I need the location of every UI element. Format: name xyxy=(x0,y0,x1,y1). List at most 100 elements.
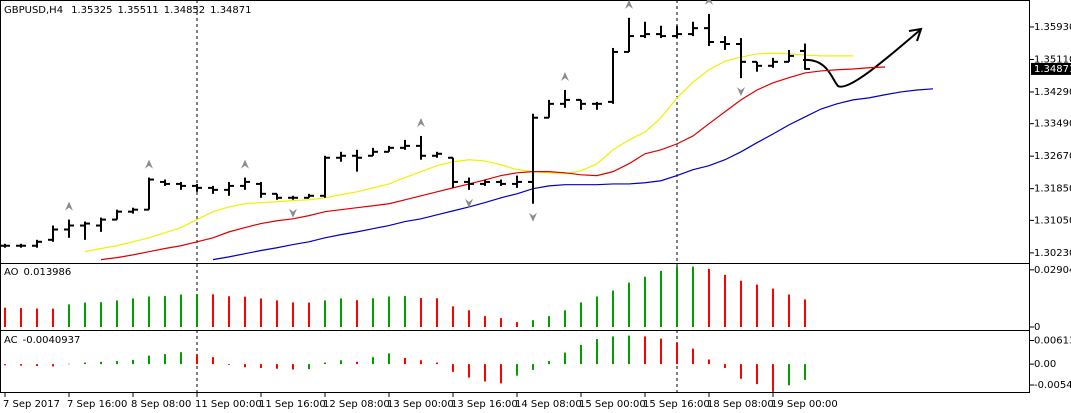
histogram-bar xyxy=(244,296,246,327)
moving-average xyxy=(84,52,853,253)
fractal-up xyxy=(417,117,425,127)
x-tick-label: 13 Sep 16:00 xyxy=(451,399,518,410)
y-tick-label: 1.34290 xyxy=(1034,87,1071,98)
histogram-bar xyxy=(708,268,710,327)
histogram-bar xyxy=(676,342,678,365)
histogram-bar xyxy=(388,296,390,327)
histogram-bar xyxy=(68,363,70,365)
histogram-bar xyxy=(420,360,422,365)
histogram-bar xyxy=(244,364,246,368)
histogram-bar xyxy=(580,344,582,365)
histogram-bar xyxy=(724,274,726,327)
histogram-bar xyxy=(500,318,502,327)
plot-frame xyxy=(0,0,1030,393)
histogram-bar xyxy=(596,339,598,365)
histogram-bar xyxy=(564,310,566,327)
chart-header: GBPUSD,H4 1.35325 1.35511 1.34852 1.34871 xyxy=(4,5,252,16)
histogram-bar xyxy=(772,288,774,327)
y-tick-label: 1.32670 xyxy=(1034,151,1071,162)
histogram-bar xyxy=(324,300,326,327)
histogram-bar xyxy=(356,361,358,365)
histogram-bar xyxy=(36,308,38,327)
histogram-bar xyxy=(580,302,582,327)
open: 1.35325 xyxy=(71,5,112,16)
histogram-bar xyxy=(420,298,422,327)
histogram-bar xyxy=(228,364,230,365)
histogram-bar xyxy=(740,364,742,379)
histogram-bar xyxy=(100,361,102,365)
histogram-bar xyxy=(196,354,198,365)
histogram-bar xyxy=(516,322,518,327)
histogram-bar xyxy=(20,364,22,366)
histogram-bar xyxy=(180,294,182,327)
histogram-bar xyxy=(692,348,694,365)
fractal-up xyxy=(561,71,569,81)
histogram-bar xyxy=(644,336,646,365)
fractal-down xyxy=(737,87,745,97)
x-tick-label: 12 Sep 08:00 xyxy=(323,399,390,410)
x-tick-label: 15 Sep 16:00 xyxy=(643,399,710,410)
histogram-bar xyxy=(36,364,38,367)
histogram-bar xyxy=(692,266,694,327)
histogram-bar xyxy=(612,336,614,365)
moving-average xyxy=(212,88,934,261)
fractal-up xyxy=(65,201,73,211)
histogram-bar xyxy=(436,298,438,327)
histogram-bar xyxy=(148,296,150,327)
y-tick-label: 0.00 xyxy=(1034,359,1056,370)
y-tick-label: -0.005426 xyxy=(1034,380,1071,391)
histogram-bar xyxy=(4,307,6,327)
histogram-bar xyxy=(52,364,54,367)
histogram-bar xyxy=(116,300,118,327)
ao-value: 0.013986 xyxy=(24,267,72,278)
histogram-bar xyxy=(532,364,534,370)
histogram-bar xyxy=(260,298,262,327)
histogram-bar xyxy=(116,361,118,365)
y-tick-label: 0.029041 xyxy=(1034,265,1071,276)
ac-name: AC xyxy=(4,335,18,346)
x-tick-label: 18 Sep 08:00 xyxy=(707,399,774,410)
fractal-up xyxy=(625,0,633,9)
high: 1.35511 xyxy=(117,5,158,16)
last-price-label: 1.34871 xyxy=(1034,64,1071,75)
histogram-bar xyxy=(276,300,278,327)
histogram-bar xyxy=(596,296,598,327)
x-tick-label: 7 Sep 16:00 xyxy=(67,399,127,410)
symbol: GBPUSD,H4 xyxy=(4,5,63,16)
fractal-down xyxy=(529,212,537,222)
y-tick-label: 0 xyxy=(1034,322,1040,333)
fractal-down xyxy=(465,198,473,208)
histogram-bar xyxy=(164,354,166,365)
histogram-bar xyxy=(548,361,550,365)
histogram-bar xyxy=(676,266,678,327)
fractal-up xyxy=(705,0,713,5)
x-tick-label: 19 Sep 00:00 xyxy=(771,399,838,410)
ao-name: AO xyxy=(4,267,19,278)
histogram-bar xyxy=(612,290,614,327)
close: 1.34871 xyxy=(210,5,251,16)
annotation-arrow-head xyxy=(908,27,923,42)
y-tick-label: 1.31050 xyxy=(1034,215,1071,226)
histogram-bar xyxy=(500,364,502,384)
histogram-bar xyxy=(804,364,806,380)
histogram-bar xyxy=(660,270,662,327)
histogram-bar xyxy=(308,302,310,327)
ac-value: -0.0040937 xyxy=(23,335,81,346)
histogram-bar xyxy=(644,276,646,327)
histogram-bar xyxy=(196,294,198,327)
histogram-bar xyxy=(260,364,262,368)
histogram-bar xyxy=(740,280,742,327)
histogram-bar xyxy=(84,362,86,365)
histogram-bar xyxy=(484,364,486,382)
moving-average xyxy=(100,66,886,261)
histogram-bar xyxy=(564,352,566,365)
histogram-bar xyxy=(404,357,406,365)
histogram-bar xyxy=(100,302,102,327)
histogram-bar xyxy=(276,364,278,369)
x-tick-label: 14 Sep 08:00 xyxy=(515,399,582,410)
x-tick-label: 15 Sep 00:00 xyxy=(579,399,646,410)
histogram-bar xyxy=(132,298,134,327)
histogram-bar xyxy=(484,316,486,327)
ao-header: AO 0.013986 xyxy=(4,267,71,278)
x-tick-label: 11 Sep 00:00 xyxy=(195,399,262,410)
